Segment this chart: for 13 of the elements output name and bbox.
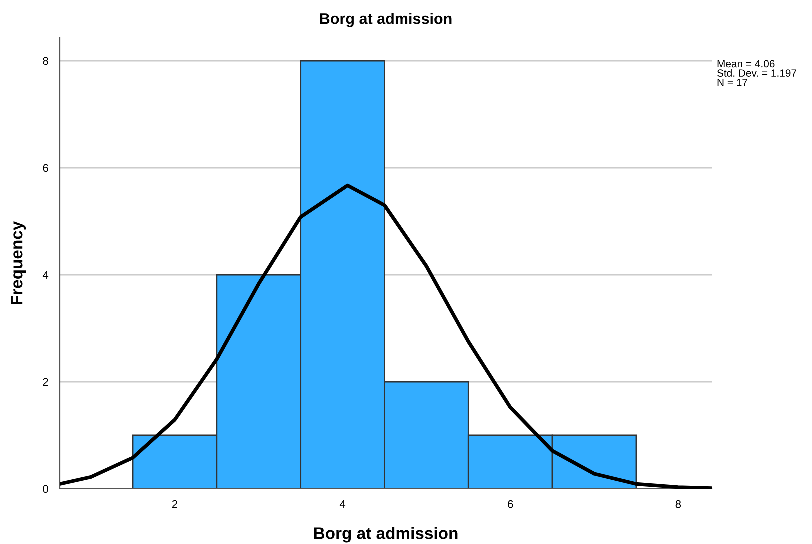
x-tick-label: 8	[676, 500, 682, 508]
x-tick-label: 2	[172, 500, 178, 508]
x-tick-label: 4	[340, 500, 346, 508]
y-tick-label: 8	[43, 57, 48, 66]
chart-title: Borg at admission	[320, 13, 452, 28]
y-tick-label: 4	[42, 271, 49, 280]
text: Mean = 4.06 Std. Dev. = 1.197 N = 17	[717, 60, 796, 86]
y-tick-label: 2	[43, 378, 48, 386]
y-tick-label: 6	[43, 164, 48, 172]
x-axis-title: Borg at admission	[314, 527, 458, 543]
y-tick-label: 0	[43, 485, 48, 494]
x-tick-label: 6	[508, 500, 514, 508]
y-axis-title: Frequency	[11, 221, 26, 305]
